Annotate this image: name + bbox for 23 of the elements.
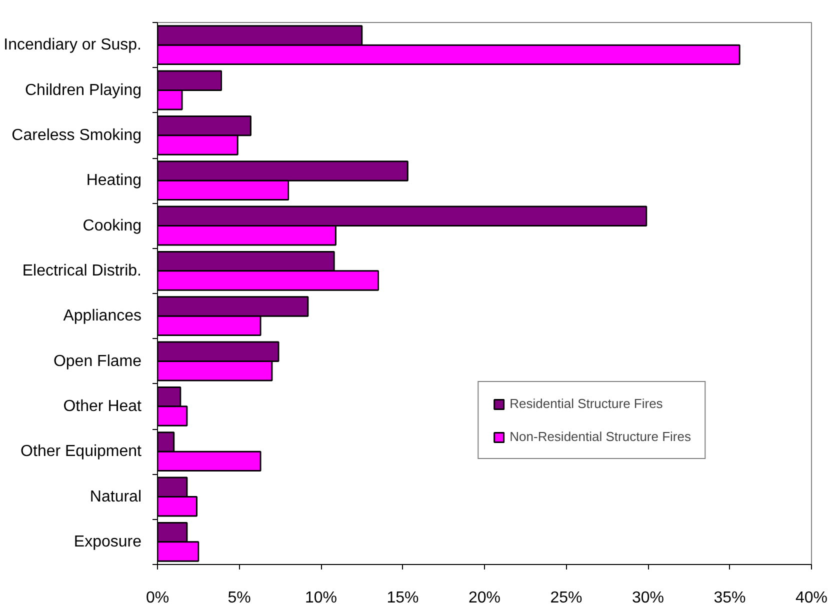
x-tick-label: 25%	[550, 590, 582, 606]
y-tick-label: Cooking	[82, 217, 142, 234]
x-tick-label: 20%	[468, 590, 501, 606]
legend-label: Non-Residential Structure Fires	[510, 429, 691, 444]
x-tick-label: 30%	[632, 590, 664, 606]
y-tick-label: Other Heat	[63, 398, 142, 415]
x-tick-label: 40%	[795, 590, 828, 606]
y-tick-label: Electrical Distrib.	[22, 262, 142, 280]
y-tick-label: Heating	[86, 172, 142, 190]
y-tick-label: Open Flame	[53, 352, 142, 370]
x-tick-label: 35%	[714, 590, 746, 606]
y-tick-label: Incendiary or Susp.	[4, 36, 142, 54]
x-tick-label: 5%	[228, 590, 251, 606]
x-tick-label: 10%	[304, 590, 338, 606]
legend-label: Residential Structure Fires	[510, 396, 663, 411]
y-tick-label: Children Playing	[24, 82, 142, 99]
y-tick-label: Other Equipment	[20, 443, 142, 460]
x-tick-label: 15%	[386, 590, 419, 606]
x-tick-label: 0%	[146, 590, 170, 606]
y-tick-label: Appliances	[63, 308, 142, 325]
y-tick-label: Exposure	[74, 533, 142, 550]
y-tick-label: Careless Smoking	[12, 126, 142, 144]
y-tick-label: Natural	[90, 488, 142, 506]
